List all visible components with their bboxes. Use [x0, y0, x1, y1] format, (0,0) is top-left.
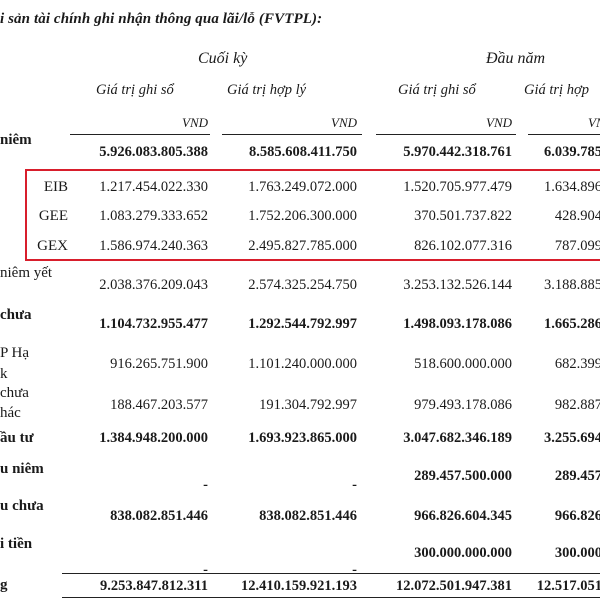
value-cell: 2.574.325.254.750 [248, 277, 357, 293]
header-underline [222, 134, 362, 135]
value-cell: 1.498.093.178.086 [403, 316, 512, 332]
value-cell: 838.082.851.446 [110, 508, 208, 524]
value-cell: 5.970.442.318.761 [403, 144, 512, 160]
row-label: u chưa [0, 498, 44, 514]
value-cell: 188.467.203.577 [110, 397, 208, 413]
value-cell: - [352, 477, 357, 493]
value-cell: 826.102.077.316 [414, 238, 512, 254]
header-underline [376, 134, 516, 135]
value-cell: 428.904 [554, 208, 600, 224]
value-cell: 1.752.206.300.000 [248, 208, 357, 224]
row-label: hác [0, 405, 21, 421]
header-underline [528, 134, 600, 135]
value-cell: 682.399 [554, 356, 600, 372]
row-label: niêm yết [0, 265, 53, 281]
value-cell: 1.384.948.200.000 [99, 430, 208, 446]
value-cell: 979.493.178.086 [414, 397, 512, 413]
unit-label: VND [331, 115, 357, 130]
group-header-start: Đầu năm [486, 50, 546, 67]
stock-code: EIB [43, 179, 68, 195]
unit-label: VND [588, 115, 600, 130]
value-cell: 8.585.608.411.750 [249, 144, 357, 160]
value-cell: 2.495.827.785.000 [248, 238, 357, 254]
value-cell: 1.634.896 [544, 179, 600, 195]
row-label: niêm [0, 132, 32, 148]
value-cell: 916.265.751.900 [110, 356, 208, 372]
stock-code: GEX [37, 238, 68, 254]
value-cell: 3.253.132.526.144 [403, 277, 512, 293]
row-label: P Hạ [0, 345, 30, 361]
value-cell: 300.000 [554, 545, 600, 561]
col-header-fair-start: Giá trị hợp [524, 82, 589, 98]
page-title: i sản tài chính ghi nhận thông qua lãi/l… [0, 11, 323, 27]
header-underline [70, 134, 210, 135]
value-cell: 966.826 [554, 508, 600, 524]
value-cell: 1.586.974.240.363 [99, 238, 208, 254]
total-topline [62, 573, 600, 574]
value-cell: 1.665.286 [544, 316, 600, 332]
value-cell: 1.083.279.333.652 [99, 208, 208, 224]
value-cell: 191.304.792.997 [259, 397, 357, 413]
value-cell: 12.517.051 [536, 578, 600, 594]
value-cell: 787.099 [554, 238, 600, 254]
value-cell: 2.038.376.209.043 [99, 277, 208, 293]
row-label: chưa [0, 385, 29, 401]
value-cell: 1.101.240.000.000 [248, 356, 357, 372]
value-cell: 1.217.454.022.330 [99, 179, 208, 195]
col-header-book-end: Giá trị ghi sổ [96, 82, 174, 98]
value-cell: 518.600.000.000 [414, 356, 512, 372]
value-cell: 3.188.885 [544, 277, 600, 293]
value-cell: 966.826.604.345 [414, 508, 512, 524]
group-header-end: Cuối kỳ [198, 50, 248, 67]
value-cell: - [203, 562, 208, 578]
value-cell: 982.887 [554, 397, 600, 413]
unit-label: VND [486, 115, 512, 130]
value-cell: 838.082.851.446 [259, 508, 357, 524]
row-label: g [0, 577, 8, 593]
row-label: k [0, 366, 8, 382]
value-cell: 5.926.083.805.388 [99, 144, 208, 160]
value-cell: 370.501.737.822 [414, 208, 512, 224]
value-cell: 12.410.159.921.193 [241, 578, 357, 594]
total-underline [62, 597, 600, 598]
value-cell: - [203, 477, 208, 493]
value-cell: - [352, 562, 357, 578]
value-cell: 12.072.501.947.381 [396, 578, 512, 594]
row-label: i tiền [0, 536, 33, 552]
highlight-box [25, 169, 600, 261]
value-cell: 3.047.682.346.189 [403, 430, 512, 446]
value-cell: 1.520.705.977.479 [403, 179, 512, 195]
row-label: u niêm [0, 461, 44, 477]
row-label: ầu tư [0, 430, 34, 446]
col-header-fair-end: Giá trị hợp lý [227, 82, 307, 98]
value-cell: 1.763.249.072.000 [248, 179, 357, 195]
value-cell: 1.693.923.865.000 [248, 430, 357, 446]
value-cell: 289.457 [554, 468, 600, 484]
unit-label: VND [182, 115, 208, 130]
value-cell: 289.457.500.000 [414, 468, 512, 484]
stock-code: GEE [38, 208, 68, 224]
row-label: chưa [0, 307, 32, 323]
col-header-book-start: Giá trị ghi sổ [398, 82, 476, 98]
value-cell: 9.253.847.812.311 [100, 578, 208, 594]
value-cell: 300.000.000.000 [414, 545, 512, 561]
value-cell: 6.039.785 [544, 144, 600, 160]
value-cell: 1.104.732.955.477 [99, 316, 208, 332]
value-cell: 1.292.544.792.997 [248, 316, 357, 332]
value-cell: 3.255.694 [544, 430, 600, 446]
